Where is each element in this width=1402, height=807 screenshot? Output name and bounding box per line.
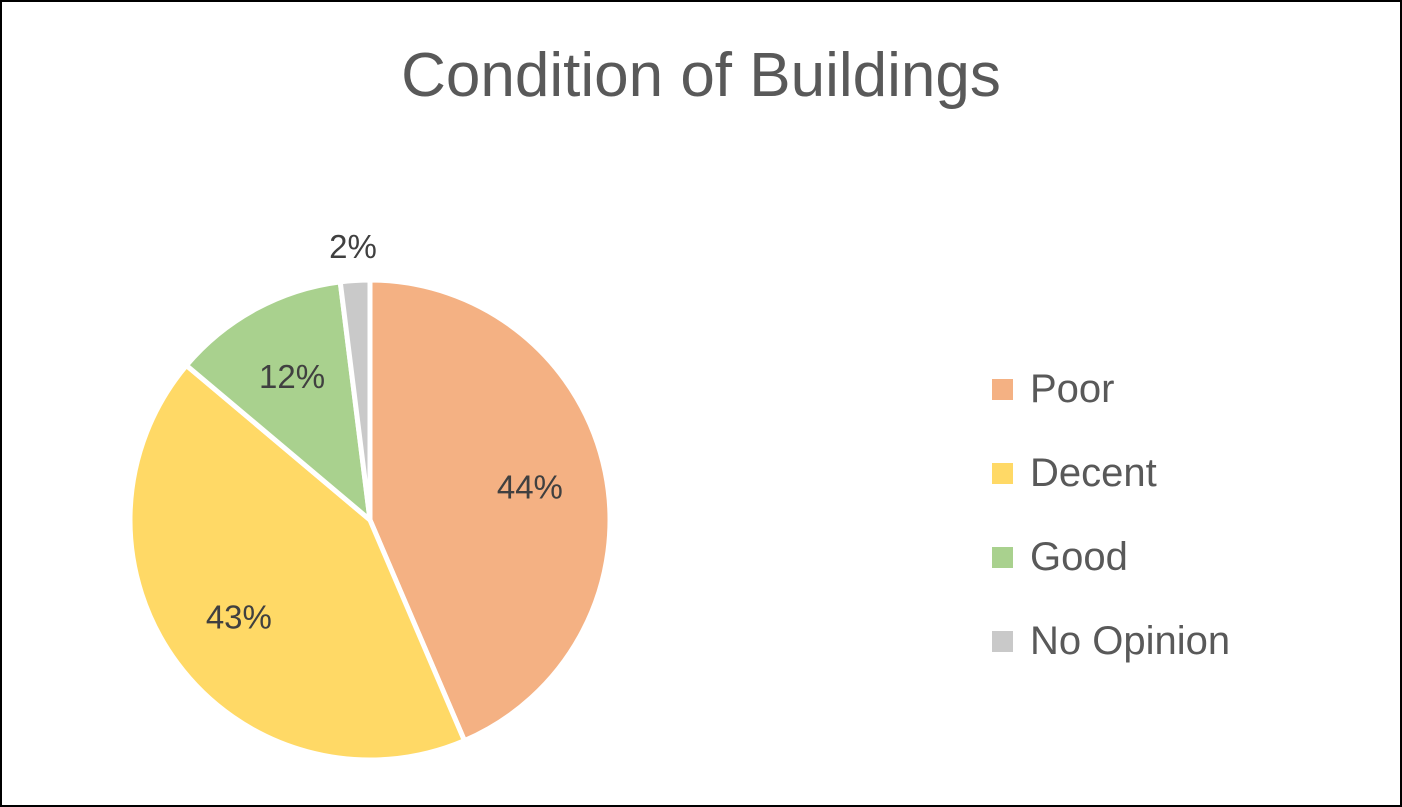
legend: Poor Decent Good No Opinion <box>992 347 1230 683</box>
legend-swatch-decent <box>992 462 1013 484</box>
data-label-poor: 44% <box>497 469 563 506</box>
chart-title: Condition of Buildings <box>401 41 1001 110</box>
data-label-good: 12% <box>259 358 325 395</box>
legend-swatch-poor <box>992 378 1013 400</box>
pie-slices <box>127 277 613 763</box>
pie-slice-decent <box>127 362 467 763</box>
legend-label-good: Good <box>1030 534 1128 579</box>
pie-slice-poor <box>367 277 613 744</box>
pie-data-labels: 44% 43% 12% 2% <box>206 228 563 636</box>
legend-label-decent: Decent <box>1030 450 1157 495</box>
data-label-decent: 43% <box>206 599 272 636</box>
legend-item-decent: Decent <box>992 431 1230 515</box>
legend-label-poor: Poor <box>1030 366 1115 411</box>
pie-slice-good <box>183 279 373 523</box>
legend-swatch-no-opinion <box>992 630 1013 652</box>
legend-item-poor: Poor <box>992 347 1230 431</box>
legend-item-no-opinion: No Opinion <box>992 599 1230 683</box>
legend-item-good: Good <box>992 515 1230 599</box>
legend-label-no-opinion: No Opinion <box>1030 618 1231 663</box>
pie-slice-no-opinion <box>337 277 373 523</box>
data-label-no-opinion: 2% <box>329 228 377 265</box>
legend-swatch-good <box>992 546 1013 568</box>
